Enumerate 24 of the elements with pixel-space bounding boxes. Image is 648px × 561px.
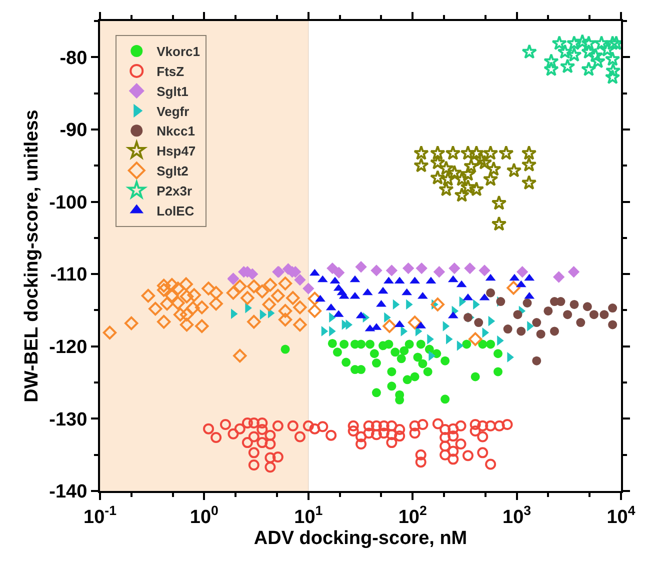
legend-label: LolEC xyxy=(156,203,195,218)
legend-label: FtsZ xyxy=(156,64,184,80)
legend-label: Hsp47 xyxy=(156,144,196,159)
y-tick-label: -100 xyxy=(49,192,88,214)
legend-label: Nkcc1 xyxy=(156,124,195,139)
x-tick-label: 10$^{2}$ xyxy=(398,502,427,528)
y-axis-title: DW-BEL docking-score, unitless xyxy=(22,110,43,402)
legend-label: Vkorc1 xyxy=(156,44,200,60)
x-axis-title: ADV docking-score, nM xyxy=(254,528,468,550)
x-tick-label: 10$^{3}$ xyxy=(502,502,532,528)
legend-label: P2x3r xyxy=(156,183,192,198)
y-tick-label: -90 xyxy=(60,120,88,142)
legend-label: Vegfr xyxy=(156,104,190,119)
y-tick-label: -130 xyxy=(49,409,88,430)
x-tick-label: 10$^{-1}$ xyxy=(84,502,118,528)
x-tick-label: 10$^{1}$ xyxy=(294,502,324,528)
y-tick-label: -80 xyxy=(60,48,88,69)
y-tick-label: -120 xyxy=(49,337,88,358)
x-tick-label: 10$^{4}$ xyxy=(606,502,636,528)
x-tick-label: 10$^{0}$ xyxy=(190,502,218,528)
legend-label: Sglt1 xyxy=(156,84,188,99)
legend-label: Sglt2 xyxy=(156,164,188,179)
y-tick-label: -110 xyxy=(50,264,88,286)
y-tick-label: -140 xyxy=(49,482,88,503)
